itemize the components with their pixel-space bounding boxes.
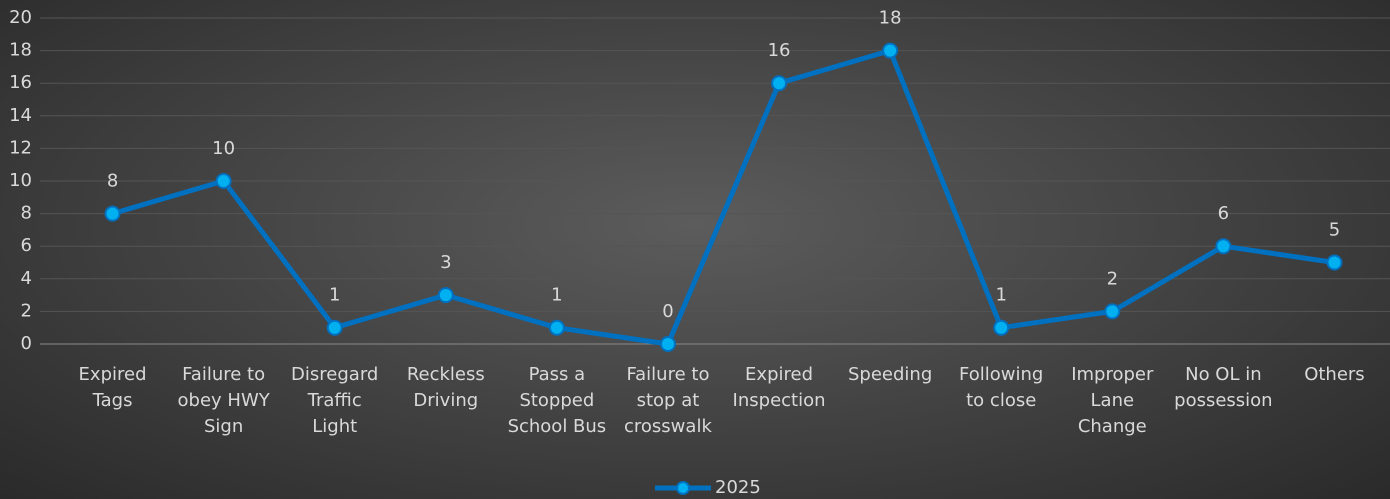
data-label: 1 [551, 285, 562, 306]
x-tick-label-line: Traffic [307, 390, 362, 411]
point [326, 319, 343, 336]
x-tick-label: Disregard Traffic Light [291, 364, 378, 437]
y-tick-label: 6 [21, 235, 32, 256]
x-tick-label: Others [1304, 364, 1365, 385]
y-tick-label: 16 [9, 72, 32, 93]
x-tick-label-line: Improper [1071, 364, 1154, 385]
data-label: 0 [662, 301, 673, 322]
x-tick-label-line: crosswalk [624, 416, 712, 437]
data-label: 18 [879, 8, 902, 29]
point [882, 42, 899, 59]
y-tick-label: 2 [21, 300, 32, 321]
point [659, 336, 676, 352]
data-label: 8 [107, 171, 118, 192]
point [771, 75, 788, 92]
y-tick-label: 18 [9, 40, 32, 61]
point [993, 319, 1010, 336]
x-tick-label-line: Lane [1091, 390, 1135, 411]
y-tick-label: 14 [9, 105, 32, 126]
x-tick-label-line: Light [312, 416, 357, 437]
x-tick-label: Pass a Stopped School Bus [508, 364, 607, 437]
data-label: 6 [1218, 203, 1229, 224]
point [437, 287, 454, 304]
x-tick-label: Improper Lane Change [1071, 364, 1154, 437]
x-tick-label-line: Failure to [182, 364, 265, 385]
x-tick-label-line: to close [966, 390, 1036, 411]
x-tick-label-line: Change [1078, 416, 1147, 437]
x-tick-label: Expired Inspection [733, 364, 826, 411]
x-tick-label-line: No OL in [1185, 364, 1262, 385]
data-label: 16 [768, 40, 791, 61]
x-tick-label-line: Reckless [407, 364, 485, 385]
point [215, 173, 232, 189]
x-tick-label-line: obey HWY [178, 390, 271, 411]
x-tick-label-line: School Bus [508, 416, 607, 437]
x-tick-label-line: possession [1174, 390, 1272, 411]
x-tick-label-line: Expired [79, 364, 147, 385]
x-tick-label-line: stop at [637, 390, 700, 411]
y-tick-label: 20 [9, 7, 32, 28]
data-label: 10 [212, 138, 235, 159]
y-tick-label: 4 [21, 268, 32, 289]
x-tick-label-line: Pass a [529, 364, 586, 385]
point [1104, 303, 1121, 320]
x-tick-label-line: Failure to [626, 364, 709, 385]
x-tick-label-line: Sign [204, 416, 243, 437]
point [548, 319, 565, 336]
x-tick-label-line: Expired [745, 364, 813, 385]
point [104, 205, 121, 222]
x-tick-label: Speeding [848, 364, 932, 385]
x-tick-label-line: Speeding [848, 364, 932, 385]
x-tick-label-line: Driving [413, 390, 478, 411]
x-tick-label: Failure to obey HWY Sign [178, 364, 271, 437]
x-tick-label-line: Tags [92, 390, 133, 411]
series-line [111, 48, 1335, 347]
x-tick-label-line: Disregard [291, 364, 378, 385]
data-label: 5 [1329, 220, 1340, 241]
point [1326, 254, 1343, 271]
x-tick-label: No OL in possession [1174, 364, 1272, 411]
data-label: 3 [440, 252, 451, 273]
y-tick-label: 0 [21, 333, 32, 354]
y-tick-label: 10 [9, 170, 32, 191]
x-tick-label: Expired Tags [79, 364, 147, 411]
data-label: 2 [1107, 268, 1118, 289]
x-tick-label-line: Others [1304, 364, 1365, 385]
x-tick-label: Reckless Driving [407, 364, 485, 411]
legend-label: 2025 [715, 477, 761, 498]
x-tick-label-line: Stopped [519, 390, 594, 411]
y-tick-label: 12 [9, 137, 32, 158]
x-tick-label: Following to close [959, 364, 1043, 411]
x-tick-label-line: Following [959, 364, 1043, 385]
data-label: 1 [995, 285, 1006, 306]
point [1215, 238, 1232, 255]
data-label: 1 [329, 285, 340, 306]
x-tick-label: Failure to stop at crosswalk [624, 364, 712, 437]
x-tick-label-line: Inspection [733, 390, 826, 411]
y-tick-label: 8 [21, 203, 32, 224]
legend-marker [676, 481, 690, 495]
